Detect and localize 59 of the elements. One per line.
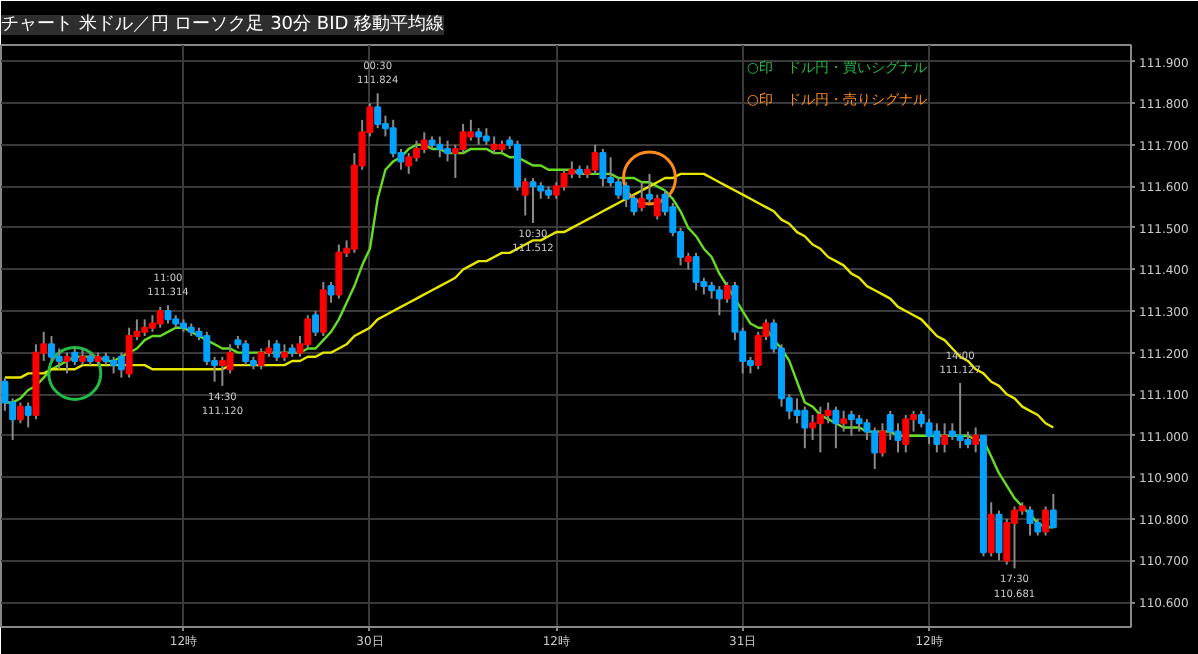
candlestick	[226, 343, 234, 375]
candlestick	[55, 347, 63, 371]
candlestick	[1049, 492, 1057, 529]
candlestick	[1026, 505, 1034, 537]
candlestick	[420, 131, 428, 155]
candlestick	[801, 405, 809, 450]
candlestick	[622, 181, 630, 209]
candlestick	[941, 422, 949, 454]
candlestick	[816, 405, 824, 454]
candlestick	[1011, 505, 1018, 570]
candlestick	[793, 397, 801, 425]
candlestick	[824, 401, 832, 425]
candlestick	[972, 426, 980, 454]
candlestick	[16, 401, 24, 425]
candlestick	[995, 509, 1003, 562]
candlestick	[987, 501, 995, 558]
candlestick	[63, 351, 71, 375]
candlestick	[521, 177, 529, 217]
line-series	[3, 172, 1055, 429]
candlestick	[902, 413, 910, 454]
candlestick	[560, 168, 568, 192]
candlestick	[715, 285, 723, 317]
candlestick	[327, 280, 335, 304]
candlestick	[840, 409, 848, 433]
candlestick	[1003, 517, 1011, 566]
candlestick	[871, 426, 879, 471]
candlestick	[599, 147, 607, 188]
candlestick	[692, 251, 700, 292]
candlestick	[335, 243, 343, 300]
candlestick	[653, 193, 661, 221]
candlestick	[638, 181, 646, 213]
candlestick	[257, 347, 265, 371]
candlestick	[956, 381, 964, 450]
candlestick	[374, 92, 382, 130]
candlestick	[125, 326, 133, 379]
candlestick	[319, 280, 327, 337]
candlestick	[273, 339, 281, 362]
candlestick	[203, 330, 211, 367]
candlestick	[933, 422, 941, 454]
candlestick	[164, 304, 172, 325]
candlestick	[48, 335, 55, 362]
candlestick	[218, 355, 226, 387]
candlestick	[591, 143, 599, 175]
candlestick	[467, 118, 475, 142]
candlestick	[529, 177, 537, 224]
candlestick	[156, 305, 164, 329]
candlestick	[459, 122, 467, 155]
candlestick	[832, 405, 840, 450]
candlestick	[847, 409, 855, 437]
candlestick	[436, 135, 444, 159]
candlestick	[444, 139, 452, 163]
candlestick	[723, 280, 731, 304]
candlestick	[1042, 505, 1050, 537]
candlestick	[304, 314, 312, 350]
candlestick	[242, 339, 250, 367]
candlestick	[24, 401, 32, 429]
candlestick	[117, 351, 125, 379]
chart-title: チャート 米ドル／円 ローソク足 30分 BID 移動平均線	[1, 13, 445, 35]
candlestick	[925, 418, 933, 446]
